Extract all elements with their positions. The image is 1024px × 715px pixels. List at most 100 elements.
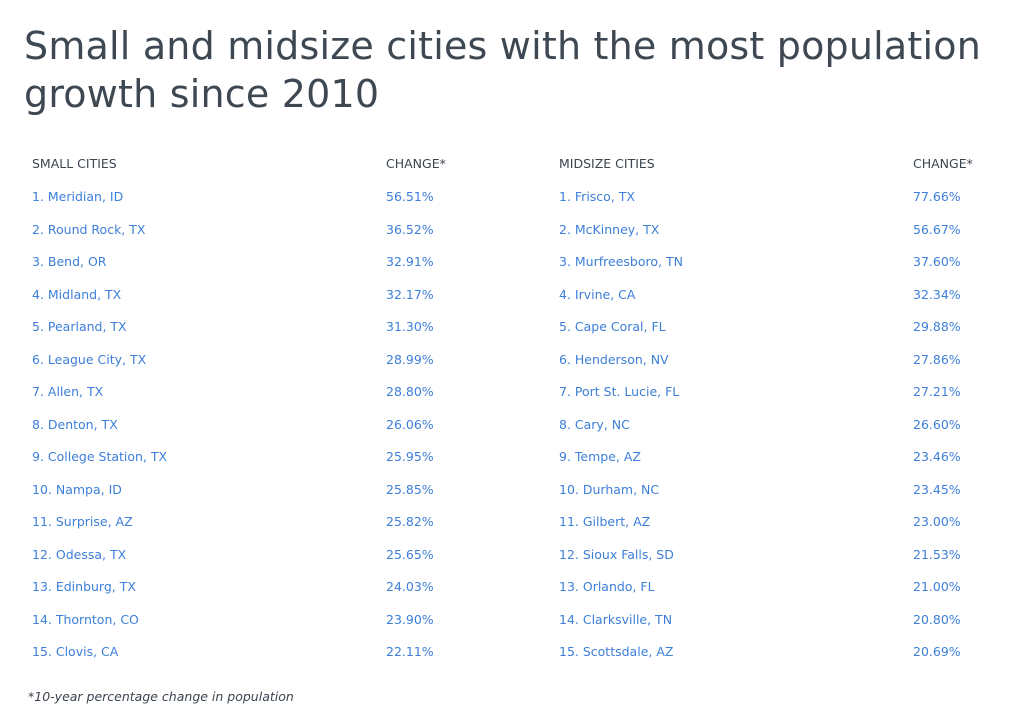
table-row: 5. Pearland, TX 31.30%: [32, 312, 492, 345]
table-row: 13. Orlando, FL 21.00%: [559, 572, 1019, 605]
city-cell: 9. College Station, TX: [32, 449, 168, 464]
city-cell: 15. Scottsdale, AZ: [559, 644, 674, 659]
change-cell: 25.85%: [386, 481, 434, 497]
change-cell: 25.65%: [386, 546, 434, 562]
city-cell: 12. Odessa, TX: [32, 546, 127, 562]
change-cell: 26.60%: [913, 416, 961, 432]
change-cell: 31.30%: [386, 319, 434, 334]
table-row: 10. Nampa, ID 25.85%: [32, 475, 492, 508]
city-cell: 6. League City, TX: [32, 351, 147, 367]
change-cell: 20.80%: [913, 611, 961, 627]
city-cell: 11. Gilbert, AZ: [559, 514, 651, 529]
midsize-cities-header: MIDSIZE CITIES: [559, 156, 655, 171]
change-cell: 21.00%: [913, 579, 961, 594]
table-row: 14. Thornton, CO 23.90%: [32, 605, 492, 638]
table-row: 10. Durham, NC 23.45%: [559, 475, 1019, 508]
table-row: 14. Clarksville, TN 20.80%: [559, 605, 1019, 638]
table-row: 13. Edinburg, TX 24.03%: [32, 572, 492, 605]
city-cell: 4. Irvine, CA: [559, 286, 636, 302]
city-cell: 14. Thornton, CO: [32, 611, 139, 627]
small-cities-rows: 1. Meridian, ID 56.51% 2. Round Rock, TX 36…: [32, 182, 492, 670]
change-cell: 28.80%: [386, 384, 434, 399]
change-cell: 77.66%: [913, 189, 961, 204]
change-cell: 25.95%: [386, 449, 434, 464]
midsize-cities-change-header: CHANGE*: [913, 156, 973, 171]
city-cell: 10. Durham, NC: [559, 481, 660, 497]
city-cell: 1. Frisco, TX: [559, 189, 635, 204]
table-row: 1. Meridian, ID 56.51%: [32, 182, 492, 215]
midsize-cities-rows: 1. Frisco, TX 77.66% 2. McKinney, TX 56.67%…: [559, 182, 1019, 670]
table-row: 3. Murfreesboro, TN 37.60%: [559, 247, 1019, 280]
change-cell: 37.60%: [913, 254, 961, 269]
city-cell: 8. Cary, NC: [559, 416, 630, 432]
change-cell: 27.86%: [913, 351, 961, 367]
change-cell: 21.53%: [913, 546, 961, 562]
footnote: *10-year percentage change in population: [28, 689, 294, 704]
small-cities-table: SMALL CITIES CHANGE* 1. Meridian, ID 56.5…: [32, 150, 492, 670]
table-row: 15. Scottsdale, AZ 20.69%: [559, 637, 1019, 670]
table-row: 12. Sioux Falls, SD 21.53%: [559, 540, 1019, 573]
city-cell: 6. Henderson, NV: [559, 351, 669, 367]
table-row: 4. Irvine, CA 32.34%: [559, 280, 1019, 313]
table-row: 7. Port St. Lucie, FL 27.21%: [559, 377, 1019, 410]
city-cell: 14. Clarksville, TN: [559, 611, 673, 627]
city-cell: 10. Nampa, ID: [32, 481, 122, 497]
change-cell: 22.11%: [386, 644, 434, 659]
city-cell: 7. Port St. Lucie, FL: [559, 384, 680, 399]
table-row: 3. Bend, OR 32.91%: [32, 247, 492, 280]
change-cell: 56.51%: [386, 189, 434, 204]
change-cell: 23.45%: [913, 481, 961, 497]
change-cell: 26.06%: [386, 416, 434, 432]
city-cell: 3. Bend, OR: [32, 254, 107, 269]
change-cell: 23.00%: [913, 514, 961, 529]
change-cell: 23.46%: [913, 449, 961, 464]
change-cell: 56.67%: [913, 221, 961, 237]
city-cell: 3. Murfreesboro, TN: [559, 254, 683, 269]
table-row: 15. Clovis, CA 22.11%: [32, 637, 492, 670]
table-row: 6. League City, TX 28.99%: [32, 345, 492, 378]
change-cell: 32.17%: [386, 286, 434, 302]
midsize-cities-header-row: MIDSIZE CITIES CHANGE*: [559, 150, 1019, 178]
table-row: 8. Cary, NC 26.60%: [559, 410, 1019, 443]
table-row: 9. College Station, TX 25.95%: [32, 442, 492, 475]
table-row: 11. Surprise, AZ 25.82%: [32, 507, 492, 540]
city-cell: 5. Pearland, TX: [32, 319, 127, 334]
table-row: 4. Midland, TX 32.17%: [32, 280, 492, 313]
table-row: 2. McKinney, TX 56.67%: [559, 215, 1019, 248]
change-cell: 25.82%: [386, 514, 434, 529]
table-row: 1. Frisco, TX 77.66%: [559, 182, 1019, 215]
change-cell: 24.03%: [386, 579, 434, 594]
city-cell: 13. Orlando, FL: [559, 579, 655, 594]
change-cell: 29.88%: [913, 319, 961, 334]
city-cell: 9. Tempe, AZ: [559, 449, 641, 464]
table-row: 8. Denton, TX 26.06%: [32, 410, 492, 443]
city-cell: 5. Cape Coral, FL: [559, 319, 666, 334]
small-cities-change-header: CHANGE*: [386, 156, 446, 171]
city-cell: 2. McKinney, TX: [559, 221, 660, 237]
city-cell: 2. Round Rock, TX: [32, 221, 146, 237]
table-row: 7. Allen, TX 28.80%: [32, 377, 492, 410]
table-row: 5. Cape Coral, FL 29.88%: [559, 312, 1019, 345]
change-cell: 32.91%: [386, 254, 434, 269]
table-row: 2. Round Rock, TX 36.52%: [32, 215, 492, 248]
change-cell: 27.21%: [913, 384, 961, 399]
change-cell: 28.99%: [386, 351, 434, 367]
chart-title: Small and midsize cities with the most p…: [24, 24, 981, 116]
city-cell: 12. Sioux Falls, SD: [559, 546, 674, 562]
change-cell: 36.52%: [386, 221, 434, 237]
small-cities-header: SMALL CITIES: [32, 156, 117, 171]
change-cell: 23.90%: [386, 611, 434, 627]
table-row: 6. Henderson, NV 27.86%: [559, 345, 1019, 378]
table-row: 11. Gilbert, AZ 23.00%: [559, 507, 1019, 540]
change-cell: 20.69%: [913, 644, 961, 659]
city-cell: 13. Edinburg, TX: [32, 579, 136, 594]
city-cell: 15. Clovis, CA: [32, 644, 119, 659]
midsize-cities-table: MIDSIZE CITIES CHANGE* 1. Frisco, TX 77.6…: [559, 150, 1019, 670]
city-cell: 8. Denton, TX: [32, 416, 118, 432]
small-cities-header-row: SMALL CITIES CHANGE*: [32, 150, 492, 178]
city-cell: 7. Allen, TX: [32, 384, 104, 399]
table-row: 12. Odessa, TX 25.65%: [32, 540, 492, 573]
city-cell: 11. Surprise, AZ: [32, 514, 133, 529]
table-row: 9. Tempe, AZ 23.46%: [559, 442, 1019, 475]
change-cell: 32.34%: [913, 286, 961, 302]
